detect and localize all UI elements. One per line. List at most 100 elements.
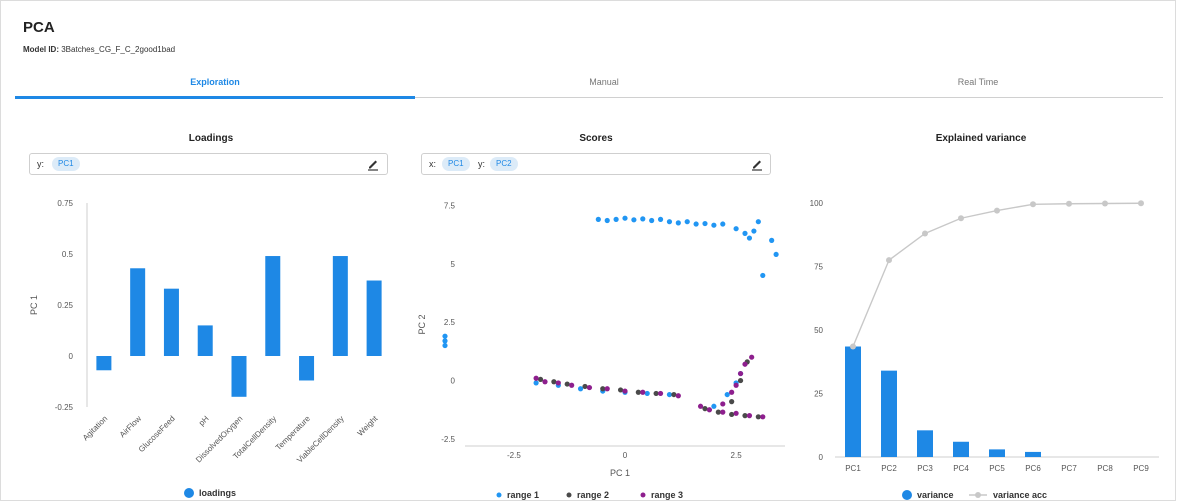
line-point [1066,200,1072,207]
scatter-point [729,389,735,395]
scatter-point [746,413,753,419]
bar [197,325,213,356]
tab-real-time[interactable]: Real Time [957,77,999,87]
y-axis-title: PC 1 [29,295,39,315]
pencil-icon[interactable] [750,157,764,171]
scatter-point [760,414,766,420]
legend-marker [496,492,502,498]
scatter-point [746,235,753,241]
x-axis-label: x: [429,159,437,169]
y-tick-label: 0 [451,377,456,386]
scatter-point [697,403,704,409]
bar [366,280,382,356]
scatter-point [657,390,664,397]
scatter-point [582,383,588,390]
line-point [958,215,964,222]
y-tick-label: 100 [810,199,824,208]
scatter-point [653,390,659,397]
legend-marker [902,490,912,500]
bar [953,441,969,457]
scatter-point [724,391,730,398]
x-axis-chip[interactable]: PC1 [442,157,470,171]
scatter-point [613,216,619,222]
scatter-point [595,216,601,222]
scatter-point [737,370,744,377]
bar [1025,451,1041,457]
scatter-point [702,220,708,227]
model-id-value: 3Batches_CG_F_C_2good1bad [61,45,176,54]
y-axis-chip[interactable]: PC2 [490,157,518,171]
scatter-point [442,333,448,339]
scores-chart: 7.5 5 2.5 0 -2.5 -2.5 0 2.5 PC 1 PC 2 range 1 range… [417,201,785,500]
variance-title: Explained variance [935,133,1027,144]
page-title: PCA [23,19,55,36]
x-tick-label: PC9 [1133,464,1149,473]
pencil-icon[interactable] [366,157,380,171]
y-tick-label: -0.25 [55,403,74,412]
variance-chart: 100 75 50 25 0 PC1 PC2 PC3 PC4 PC5 PC6 PC7 PC8 PC9 var… [810,199,1159,500]
scatter-point [755,414,761,420]
scatter-point [564,381,570,387]
x-tick-label: PC8 [1097,464,1113,473]
line-point [886,257,892,264]
scatter-point [742,413,748,419]
scatter-point [533,380,539,386]
scatter-point [442,338,448,344]
scatter-point [720,401,726,407]
line-point [1138,200,1144,207]
x-tick-label: PC2 [881,464,897,473]
scatter-point [649,217,655,224]
x-tick-label: -2.5 [507,451,521,460]
y-axis-chip[interactable]: PC1 [52,157,80,171]
scatter-point [635,389,641,395]
scatter-point [715,409,721,415]
y-tick-label: 0.5 [62,250,74,259]
y-tick-label: 75 [814,263,823,272]
scatter-point [742,230,748,236]
legend-label: range 1 [507,490,539,500]
tab-exploration[interactable]: Exploration [190,77,240,87]
scatter-point [577,386,584,392]
loadings-axis-selector[interactable]: y: PC1 [29,153,388,175]
scatter-point [711,222,717,228]
legend-label: loadings [199,488,236,498]
bar [881,370,897,457]
tab-bar: Exploration Manual Real Time [15,67,1163,99]
scatter-point [537,376,544,383]
y-tick-label: 50 [814,326,823,335]
scores-axis-selector[interactable]: x: PC1 y: PC2 [421,153,771,175]
scatter-point [666,219,673,225]
y-tick-label: 0 [819,453,824,462]
bar [917,430,933,457]
scatter-point [657,216,664,222]
line-point [994,207,1000,214]
model-id-label: Model ID: [23,45,59,54]
bar [96,356,112,371]
scatter-point [733,226,739,232]
bar [332,256,348,356]
scatter-point [442,342,448,349]
scatter-point [737,377,744,384]
line-point [922,230,928,237]
legend-marker [975,492,981,498]
bar [130,268,146,356]
loadings-chart: 0.75 0.5 0.25 0 -0.25 PC 1 Agitation AirFlowGlu… [29,199,382,498]
y-axis-title: PC 2 [417,314,427,334]
y-axis-label: y: [37,159,45,169]
scatter-point [622,388,628,394]
y-tick-label: -2.5 [441,435,455,444]
scores-title: Scores [579,133,613,144]
scatter-point [733,382,739,388]
scatter-point [569,382,575,388]
bar [265,256,281,356]
legend-label: variance acc [993,490,1047,500]
scatter-point [604,217,610,224]
x-tick-label: PC7 [1061,464,1077,473]
scatter-point [675,393,681,399]
x-tick-label: GlucoseFeed [137,414,177,454]
scatter-point [711,403,717,409]
x-tick-label: pH [197,414,211,428]
tab-manual[interactable]: Manual [589,77,619,87]
scatter-point [644,390,650,397]
